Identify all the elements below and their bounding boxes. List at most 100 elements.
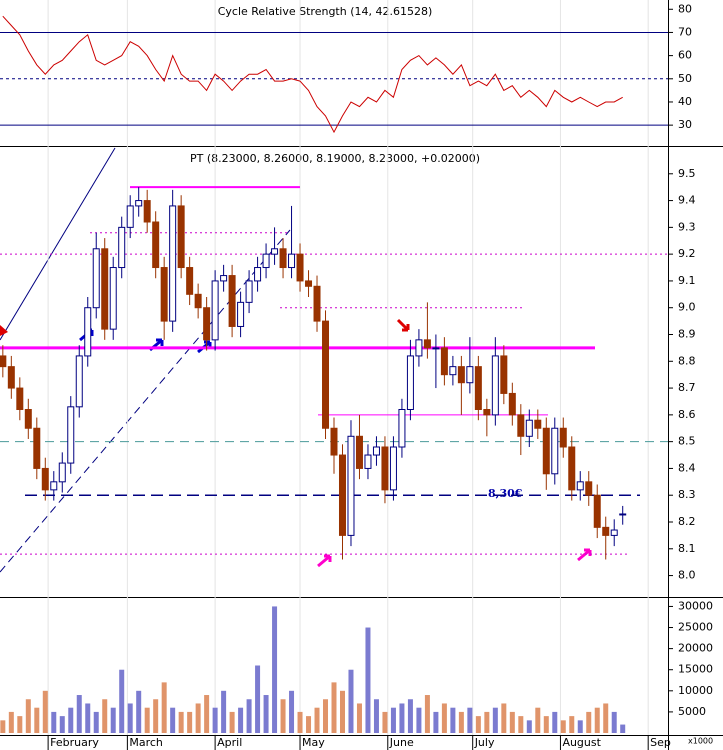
- x-tick-label: February: [50, 736, 99, 749]
- volume-bar: [467, 707, 473, 733]
- volume-bar: [161, 682, 167, 733]
- candle-body: [288, 253, 296, 269]
- volume-bar: [603, 703, 609, 733]
- volume-bar: [51, 711, 57, 733]
- y-tick-label: 50: [678, 72, 692, 85]
- y-tick-label: 8.4: [678, 461, 696, 474]
- volume-bar: [17, 716, 23, 733]
- candle-body: [517, 414, 525, 437]
- candle-body: [415, 339, 423, 357]
- candle-body: [432, 347, 440, 350]
- volume-bar: [119, 669, 125, 733]
- candle-body: [16, 387, 24, 411]
- y-tick-label: 8.8: [678, 354, 696, 367]
- volume-bar: [272, 606, 278, 733]
- volume-bar: [416, 707, 422, 733]
- volume-bar: [424, 695, 430, 733]
- price-title: PT (8.23000, 8.26000, 8.19000, 8.23000, …: [190, 152, 480, 165]
- volume-bar: [93, 711, 99, 733]
- volume-bar: [0, 720, 6, 733]
- y-tick-label: 8.6: [678, 408, 696, 421]
- volume-bar: [348, 669, 354, 733]
- volume-bar: [42, 690, 48, 733]
- volume-bar: [331, 682, 337, 733]
- candle-body: [330, 427, 338, 456]
- candle-body: [160, 267, 168, 322]
- volume-bar: [450, 707, 456, 733]
- candle-body: [559, 427, 567, 448]
- candle-body: [474, 366, 482, 410]
- volume-bar: [620, 724, 626, 733]
- candle-body: [551, 427, 559, 475]
- y-tick-label: 8.9: [678, 328, 696, 341]
- x-tick-label: April: [217, 736, 242, 749]
- volume-bar: [144, 707, 150, 733]
- candle-body: [135, 200, 143, 207]
- candle-body: [41, 467, 49, 491]
- candle-body: [0, 355, 7, 368]
- volume-bar: [552, 711, 558, 733]
- volume-unit: x1000: [688, 737, 713, 746]
- y-tick-label: 9.4: [678, 194, 696, 207]
- y-tick-label: 8.0: [678, 569, 696, 582]
- volume-bar: [229, 711, 235, 733]
- y-tick-label: 70: [678, 25, 692, 38]
- volume-bar: [34, 707, 40, 733]
- volume-bar: [221, 690, 227, 733]
- y-tick-label: 9.3: [678, 220, 696, 233]
- volume-bar: [535, 707, 541, 733]
- y-tick-label: 8.2: [678, 515, 696, 528]
- volume-bar: [76, 695, 82, 733]
- candle-body: [398, 409, 406, 448]
- candle-body: [372, 446, 380, 456]
- y-tick-label: 30000: [678, 599, 713, 612]
- y-tick-label: 30: [678, 118, 692, 131]
- candle-body: [483, 409, 491, 416]
- candle-body: [58, 462, 66, 483]
- candle-body: [389, 446, 397, 491]
- candle-body: [262, 253, 270, 269]
- volume-bar: [25, 699, 31, 733]
- y-tick-label: 80: [678, 2, 692, 15]
- volume-bar: [543, 716, 549, 733]
- volume-bar: [8, 711, 14, 733]
- candle-body: [305, 280, 313, 287]
- candle-body: [92, 248, 100, 309]
- candle-body: [143, 200, 151, 223]
- volume-bar: [306, 716, 312, 733]
- volume-bar: [356, 703, 362, 733]
- volume-bar: [509, 711, 515, 733]
- candle-body: [220, 275, 228, 282]
- volume-bar: [68, 707, 74, 733]
- volume-bar: [526, 720, 532, 733]
- candle-body: [24, 409, 32, 429]
- candle-body: [534, 419, 542, 429]
- candle-body: [602, 526, 610, 536]
- candle-body: [186, 267, 194, 295]
- candle-body: [338, 454, 346, 536]
- volume-bar: [246, 699, 252, 733]
- candle-body: [228, 275, 236, 327]
- candle-body: [313, 285, 321, 322]
- candle-body: [406, 355, 414, 410]
- volume-bar: [586, 711, 592, 733]
- candle-body: [423, 339, 431, 349]
- candle-body: [355, 435, 363, 469]
- candle-body: [491, 355, 499, 416]
- volume-bar: [390, 707, 396, 733]
- candle-body: [126, 205, 134, 228]
- candle-body: [440, 347, 448, 376]
- volume-bar: [501, 703, 507, 733]
- candle-body: [457, 366, 465, 384]
- volume-bar: [458, 711, 464, 733]
- y-tick-label: 9.0: [678, 301, 696, 314]
- volume-bar: [195, 703, 201, 733]
- volume-bar: [204, 695, 210, 733]
- candle-body: [364, 454, 372, 469]
- volume-bar: [407, 699, 413, 733]
- candle-body: [254, 267, 262, 282]
- level-annotation: 8,30€: [488, 487, 523, 500]
- candle-body: [101, 248, 109, 330]
- volume-bar: [110, 707, 116, 733]
